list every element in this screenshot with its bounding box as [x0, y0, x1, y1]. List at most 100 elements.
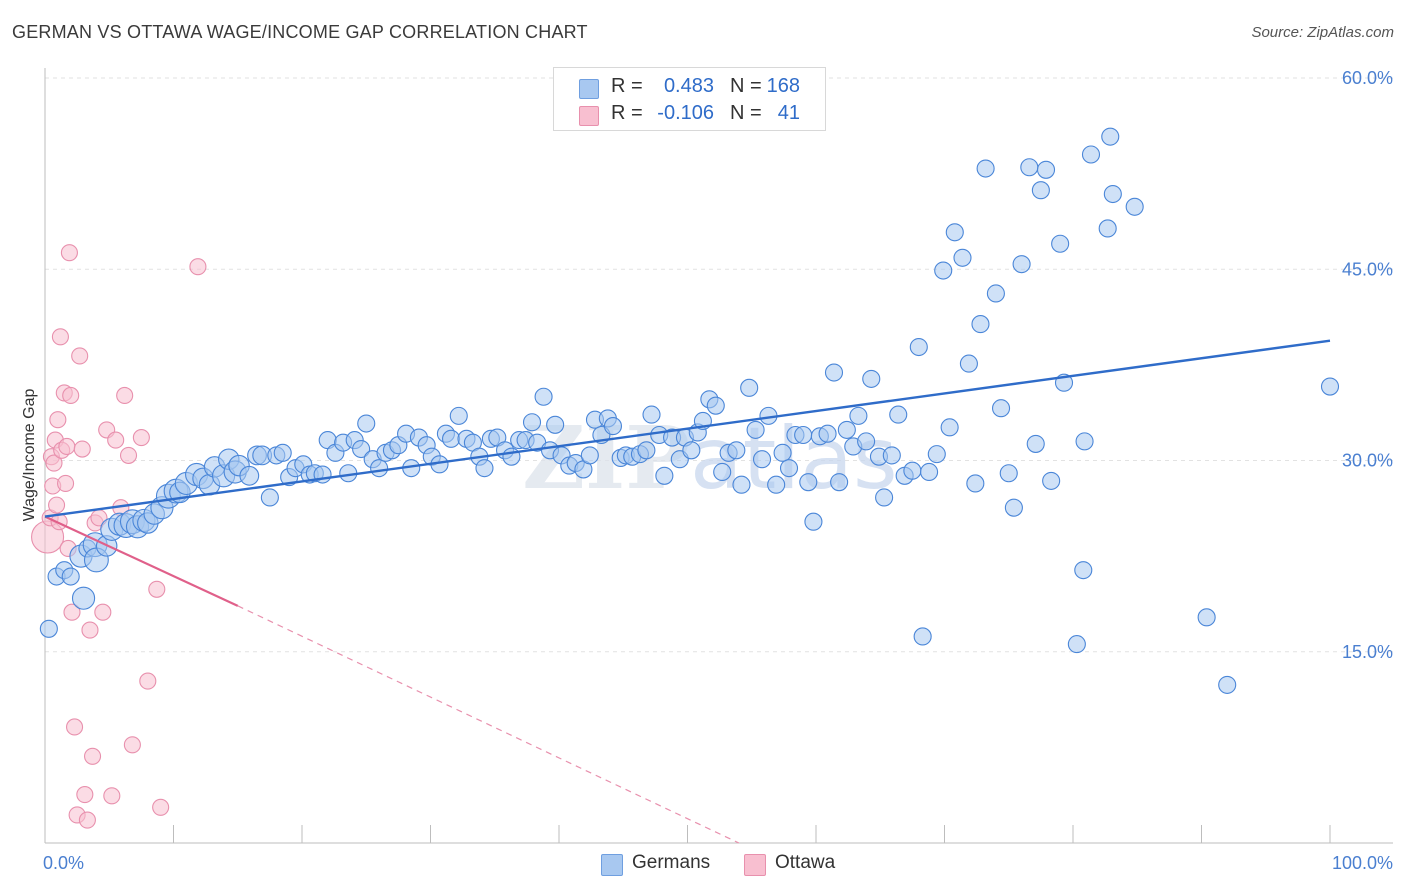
- ottawa-point: [62, 386, 80, 405]
- german-point: [1098, 219, 1117, 238]
- german-point: [830, 473, 849, 492]
- german-point: [713, 462, 732, 482]
- german-point: [773, 443, 792, 462]
- german-point: [39, 619, 58, 638]
- german-point: [534, 387, 553, 406]
- ottawa-point: [152, 798, 170, 816]
- german-point: [849, 406, 868, 425]
- ottawa-point: [148, 580, 166, 598]
- german-point: [999, 464, 1018, 483]
- german-point: [945, 223, 964, 242]
- x-tick-label: 100.0%: [1332, 853, 1393, 873]
- n-label: N =: [730, 102, 762, 124]
- german-point: [889, 405, 908, 424]
- german-point: [71, 586, 96, 610]
- german-point: [953, 248, 972, 267]
- german-point: [546, 415, 565, 434]
- german-point: [1067, 635, 1086, 654]
- german-point: [1026, 434, 1045, 453]
- german-point: [940, 418, 959, 437]
- n-value: 41: [777, 102, 800, 124]
- german-point: [971, 315, 990, 334]
- german-point: [370, 459, 389, 478]
- r-label: R =: [611, 102, 643, 124]
- chart-title: GERMAN VS OTTAWA WAGE/INCOME GAP CORRELA…: [12, 22, 588, 42]
- german-point: [991, 399, 1011, 418]
- german-point: [794, 425, 813, 445]
- german-point: [875, 488, 894, 507]
- r-label: R =: [611, 75, 643, 97]
- ottawa-point: [76, 785, 94, 804]
- german-point: [603, 417, 623, 436]
- german-point: [1012, 255, 1031, 274]
- german-point: [682, 441, 701, 460]
- german-point: [1320, 377, 1340, 396]
- german-point: [909, 337, 928, 357]
- ottawa-point: [58, 437, 76, 456]
- german-point: [522, 413, 542, 432]
- german-point: [442, 429, 461, 448]
- grid-lines: [45, 77, 1393, 653]
- german-point: [1197, 608, 1216, 627]
- german-point: [61, 567, 80, 586]
- ottawa-point: [119, 446, 138, 464]
- source-label: Source: ZipAtlas.com: [1251, 24, 1394, 41]
- german-point: [959, 354, 978, 373]
- legend-item-germans[interactable]: Germans: [601, 852, 721, 876]
- ottawa-point: [63, 603, 81, 621]
- german-point: [357, 414, 376, 433]
- ottawa-point: [57, 474, 75, 493]
- german-points: [39, 127, 1340, 694]
- ottawa-trend-extension: [237, 605, 740, 844]
- ottawa-point: [48, 496, 66, 514]
- german-point: [799, 473, 818, 492]
- german-point: [642, 405, 661, 424]
- german-point: [857, 432, 876, 451]
- german-point: [260, 488, 279, 507]
- german-point: [1004, 498, 1023, 517]
- ottawa-point: [51, 328, 69, 346]
- german-point: [779, 459, 799, 478]
- german-point: [740, 378, 759, 397]
- german-point: [1074, 561, 1093, 580]
- ottawa-point: [189, 258, 207, 276]
- legend-row-germans: R = 0.483 N = 168: [554, 73, 825, 101]
- german-point: [824, 363, 844, 382]
- n-value: 168: [766, 75, 800, 97]
- legend-row-ottawa: R = -0.106 N = 41: [554, 100, 825, 128]
- german-point: [273, 443, 292, 462]
- trend-lines: [44, 339, 1331, 844]
- ottawa-point: [66, 718, 84, 736]
- ottawa-legend-swatch: [744, 854, 766, 876]
- german-point: [837, 420, 856, 439]
- german-point: [1101, 127, 1120, 146]
- ottawa-point: [45, 454, 63, 472]
- n-label: N =: [730, 75, 762, 97]
- r-value: -0.106: [657, 102, 714, 124]
- y-tick-label: 30.0%: [1342, 451, 1393, 471]
- german-point: [927, 445, 946, 464]
- german-point: [976, 159, 995, 178]
- ottawa-point: [81, 621, 99, 639]
- ottawa-point: [132, 428, 150, 447]
- ottawa-points: [31, 244, 207, 829]
- german-point: [655, 466, 674, 485]
- x-tick-label: 0.0%: [43, 853, 84, 873]
- x-tick-labels: 0.0% 100.0%: [43, 853, 1393, 873]
- germans-legend-label: Germans: [632, 852, 711, 873]
- german-point: [727, 441, 746, 460]
- german-point: [818, 424, 837, 443]
- r-value: 0.483: [663, 75, 714, 97]
- ottawa-point: [94, 603, 112, 621]
- ottawa-point: [83, 747, 102, 765]
- german-point: [732, 475, 751, 494]
- stats-legend: R = 0.483 N = 168 R = -0.106 N = 41: [553, 67, 826, 131]
- ottawa-point: [123, 736, 141, 754]
- german-point: [1218, 675, 1237, 694]
- y-axis-label: Wage/Income Gap: [21, 389, 38, 522]
- legend-item-ottawa[interactable]: Ottawa: [744, 852, 854, 876]
- germans-legend-swatch: [601, 854, 623, 876]
- german-point: [580, 446, 599, 465]
- german-point: [804, 512, 823, 531]
